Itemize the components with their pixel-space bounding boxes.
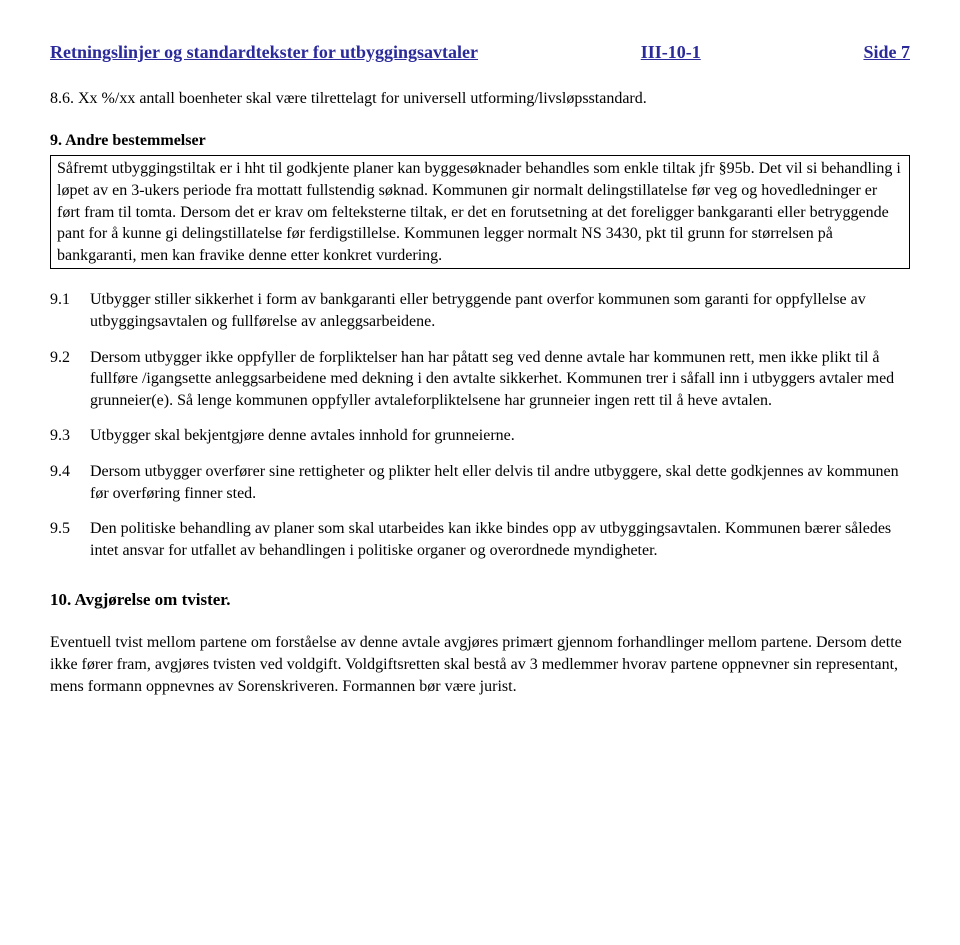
item-text: Dersom utbygger ikke oppfyller de forpli… xyxy=(90,347,910,412)
header-left: Retningslinjer og standardtekster for ut… xyxy=(50,40,478,64)
item-9-5: 9.5 Den politiske behandling av planer s… xyxy=(50,518,910,561)
item-text: Den politiske behandling av planer som s… xyxy=(90,518,910,561)
page-header: Retningslinjer og standardtekster for ut… xyxy=(50,40,910,64)
item-9-1: 9.1 Utbygger stiller sikkerhet i form av… xyxy=(50,289,910,332)
item-9-4: 9.4 Dersom utbygger overfører sine retti… xyxy=(50,461,910,504)
item-number: 9.2 xyxy=(50,347,90,412)
item-number: 9.1 xyxy=(50,289,90,332)
item-number: 9.4 xyxy=(50,461,90,504)
section-9-box: Såfremt utbyggingstiltak er i hht til go… xyxy=(50,155,910,269)
item-9-3: 9.3 Utbygger skal bekjentgjøre denne avt… xyxy=(50,425,910,447)
header-right: Side 7 xyxy=(863,40,910,64)
section-10-body: Eventuell tvist mellom partene om forstå… xyxy=(50,632,910,697)
header-center: III-10-1 xyxy=(641,40,701,64)
item-text: Utbygger skal bekjentgjøre denne avtales… xyxy=(90,425,910,447)
section-9-heading: 9. Andre bestemmelser xyxy=(50,130,910,152)
section-10-heading: 10. Avgjørelse om tvister. xyxy=(50,589,910,612)
item-number: 9.3 xyxy=(50,425,90,447)
item-text: Dersom utbygger overfører sine rettighet… xyxy=(90,461,910,504)
paragraph-8-6: 8.6. Xx %/xx antall boenheter skal være … xyxy=(50,88,910,110)
item-9-2: 9.2 Dersom utbygger ikke oppfyller de fo… xyxy=(50,347,910,412)
item-number: 9.5 xyxy=(50,518,90,561)
item-text: Utbygger stiller sikkerhet i form av ban… xyxy=(90,289,910,332)
